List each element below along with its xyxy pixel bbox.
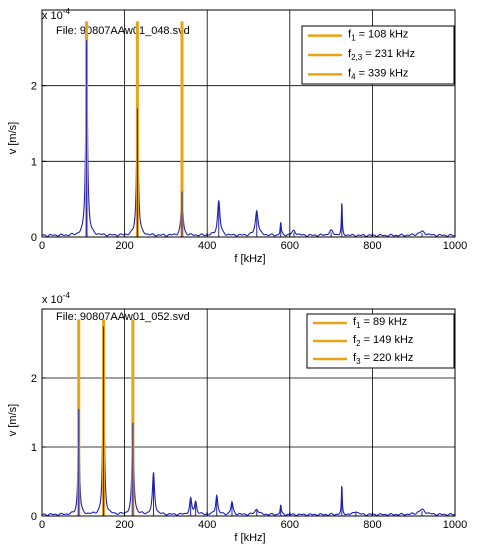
legend-entry: f4 = 339 kHz <box>348 67 408 81</box>
x-tick-label: 0 <box>39 519 45 531</box>
file-label-bottom: File: 90807AAw01_052.svd <box>56 311 190 323</box>
x-axis-label-bottom: f [kHz] <box>234 532 265 544</box>
x-tick-label: 0 <box>39 240 45 252</box>
y-axis-label-top: v [m/s] <box>7 122 19 154</box>
legend-entry: f2,3 = 231 kHz <box>348 48 415 62</box>
legend-bottom: f1 = 89 kHz f2 = 149 kHz f3 = 220 kHz <box>306 313 455 369</box>
file-label-top: File: 90807AAw01_048.svd <box>56 25 190 37</box>
y-tick-label: 2 <box>31 81 37 93</box>
plot-frame-bottom <box>41 308 456 517</box>
y-tick-label: 2 <box>31 373 37 385</box>
scale-factor-top: x 10-4 <box>42 7 70 22</box>
x-axis-label-top: f [kHz] <box>234 253 265 265</box>
series-line-top <box>41 39 456 238</box>
chart-bottom: x 10-4 File: 90807AAw01_052.svd v [m/s] … <box>7 291 467 544</box>
x-tick-label: 800 <box>363 240 381 252</box>
scale-factor-bottom: x 10-4 <box>42 291 70 306</box>
x-tick-label: 200 <box>115 240 133 252</box>
y-tick-label: 0 <box>31 232 37 244</box>
legend-top: f1 = 108 kHz f2,3 = 231 kHz f4 = 339 kHz <box>301 25 455 85</box>
y-tick-label: 0 <box>31 511 37 523</box>
legend-entry: f3 = 220 kHz <box>353 352 413 366</box>
x-tick-label: 200 <box>115 519 133 531</box>
y-tick-label: 1 <box>31 156 37 168</box>
x-tick-label: 400 <box>198 519 216 531</box>
x-tick-label: 400 <box>198 240 216 252</box>
chart-top: x 10-4 File: 90807AAw01_048.svd v [m/s] … <box>7 7 467 265</box>
y-axis-label-bottom: v [m/s] <box>7 404 19 436</box>
plot-frame-top <box>41 9 456 238</box>
series-line-bottom <box>41 327 456 517</box>
legend-entry: f1 = 108 kHz <box>348 29 408 43</box>
x-tick-label: 1000 <box>443 240 467 252</box>
y-tick-label: 1 <box>31 442 37 454</box>
x-tick-label: 600 <box>281 240 299 252</box>
legend-entry: f1 = 89 kHz <box>353 316 407 330</box>
x-tick-label: 800 <box>363 519 381 531</box>
x-tick-label: 1000 <box>443 519 467 531</box>
legend-entry: f2 = 149 kHz <box>353 334 413 348</box>
x-tick-label: 600 <box>281 519 299 531</box>
